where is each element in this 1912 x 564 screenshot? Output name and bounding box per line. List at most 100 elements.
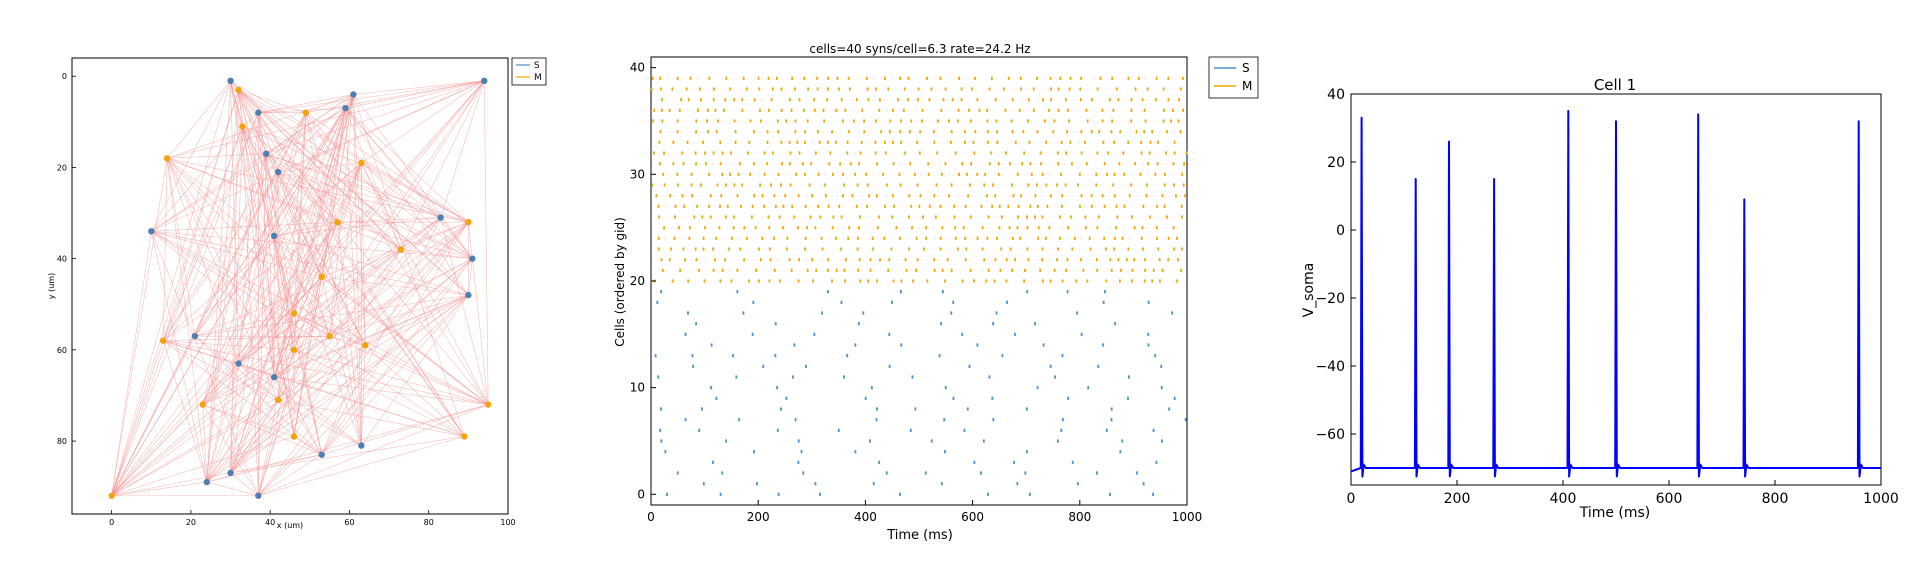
network-edge	[365, 345, 465, 437]
network-edge	[337, 221, 489, 405]
raster-spike-m	[1101, 194, 1104, 198]
raster-spike-m	[661, 119, 664, 123]
raster-spike-s	[805, 364, 807, 368]
raster-spike-m	[784, 194, 787, 198]
raster-spike-m	[1050, 87, 1053, 91]
raster-spike-m	[1048, 226, 1051, 230]
raster-spike-s	[774, 322, 777, 326]
raster-spike-m	[871, 236, 874, 240]
raster-spike-s	[1076, 482, 1079, 486]
raster-spike-m	[709, 194, 712, 198]
network-y-ticks: 0 20 40 60 80	[57, 72, 76, 446]
raster-spike-m	[804, 204, 807, 208]
raster-spike-m	[687, 279, 690, 283]
raster-spike-m	[813, 108, 816, 112]
raster-spike-m	[1018, 108, 1021, 112]
raster-spike-m	[963, 140, 966, 144]
network-edge	[238, 89, 243, 127]
raster-spike-m	[827, 258, 829, 262]
raster-spike-m	[697, 108, 699, 112]
raster-spike-s	[843, 375, 845, 379]
raster-spike-m	[919, 130, 922, 134]
raster-spike-m	[1022, 130, 1025, 134]
raster-spike-m	[950, 140, 952, 144]
network-x-ticks: 0 20 40 60 80 100	[109, 510, 516, 527]
raster-spike-m	[659, 130, 662, 134]
raster-spike-m	[704, 151, 706, 155]
raster-spike-m	[732, 215, 735, 219]
raster-spike-m	[737, 172, 740, 176]
network-node-m	[484, 401, 492, 408]
raster-spike-m	[990, 76, 993, 80]
raster-spike-m	[986, 119, 989, 123]
raster-spike-m	[827, 204, 830, 208]
raster-spike-m	[797, 279, 800, 283]
network-edge	[278, 162, 362, 173]
network-edge	[151, 80, 485, 232]
raster-spike-m	[1162, 119, 1165, 123]
raster-spike-m	[813, 98, 816, 102]
raster-spike-m	[986, 236, 989, 240]
raster-spike-m	[1139, 172, 1142, 176]
raster-spike-m	[1079, 98, 1082, 102]
raster-spike-m	[1130, 279, 1133, 283]
raster-spike-s	[692, 364, 694, 368]
raster-spike-m	[816, 130, 819, 134]
raster-spike-s	[797, 460, 800, 464]
raster-spike-s	[777, 492, 780, 496]
network-edge	[163, 340, 294, 351]
network-edge	[329, 294, 469, 337]
network-edge	[238, 249, 402, 364]
network-edge	[111, 221, 338, 496]
raster-spike-m	[804, 236, 807, 240]
raster-spike-m	[1173, 247, 1176, 251]
network-edge	[321, 294, 469, 455]
raster-spike-m	[1090, 130, 1093, 134]
raster-spike-m	[1151, 279, 1154, 283]
network-edge	[258, 258, 473, 496]
raster-spike-m	[1064, 183, 1067, 187]
raster-spike-m	[817, 172, 820, 176]
raster-spike-m	[1077, 183, 1079, 187]
network-node-s	[191, 332, 199, 340]
voltage-x-tick-label: 800	[1762, 491, 1789, 507]
raster-spike-s	[684, 418, 687, 422]
network-edge	[242, 126, 362, 446]
network-node-s	[255, 109, 262, 116]
network-edge	[167, 158, 402, 250]
raster-spike-s	[792, 375, 794, 379]
network-edge	[273, 235, 323, 455]
raster-spike-m	[791, 76, 794, 80]
raster-spike-m	[724, 98, 727, 102]
network-edge	[202, 404, 322, 455]
raster-spike-m	[874, 140, 877, 144]
raster-spike-m	[1111, 119, 1114, 123]
raster-spike-m	[1080, 194, 1083, 198]
network-edge	[151, 221, 338, 232]
network-edge	[365, 294, 469, 346]
raster-spike-m	[715, 130, 718, 134]
raster-spike-m	[1105, 279, 1108, 283]
raster-spike-s	[854, 343, 857, 347]
raster-spike-m	[866, 204, 869, 208]
network-node-s	[270, 232, 278, 240]
raster-spike-m	[653, 108, 656, 112]
network-node-s	[227, 77, 234, 85]
network-edge	[163, 340, 465, 437]
raster-spike-m	[1115, 87, 1118, 91]
raster-spike-m	[845, 258, 847, 262]
raster-spike-m	[790, 108, 793, 112]
raster-y-tick-label: 10	[630, 381, 645, 395]
raster-spike-m	[753, 98, 756, 102]
raster-spike-m	[969, 268, 972, 272]
raster-spike-m	[1097, 215, 1100, 219]
raster-spike-m	[1127, 247, 1130, 251]
raster-spike-s	[1160, 364, 1163, 368]
raster-spike-s	[980, 471, 982, 475]
raster-spike-m	[1090, 194, 1093, 198]
raster-spike-m	[948, 119, 950, 123]
raster-spike-m	[939, 247, 942, 251]
raster-spike-m	[674, 204, 677, 208]
raster-spike-m	[650, 87, 653, 91]
network-edge	[321, 404, 489, 456]
